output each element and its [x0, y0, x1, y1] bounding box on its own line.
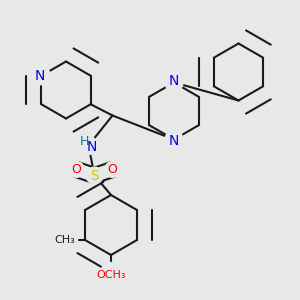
Text: CH₃: CH₃ [54, 235, 75, 245]
Text: N: N [86, 140, 97, 154]
Circle shape [69, 162, 84, 177]
Circle shape [86, 167, 103, 184]
Circle shape [80, 136, 98, 154]
Text: O: O [72, 163, 81, 176]
Text: N: N [169, 74, 179, 88]
Text: S: S [90, 169, 99, 182]
Text: O: O [108, 163, 117, 176]
Text: N: N [169, 134, 179, 148]
Text: OCH₃: OCH₃ [96, 270, 126, 280]
Circle shape [32, 67, 50, 85]
Circle shape [105, 162, 120, 177]
Text: N: N [34, 69, 45, 83]
Circle shape [165, 130, 183, 148]
Text: H: H [80, 135, 90, 148]
Circle shape [165, 74, 183, 92]
Circle shape [100, 262, 122, 284]
Circle shape [56, 230, 77, 250]
